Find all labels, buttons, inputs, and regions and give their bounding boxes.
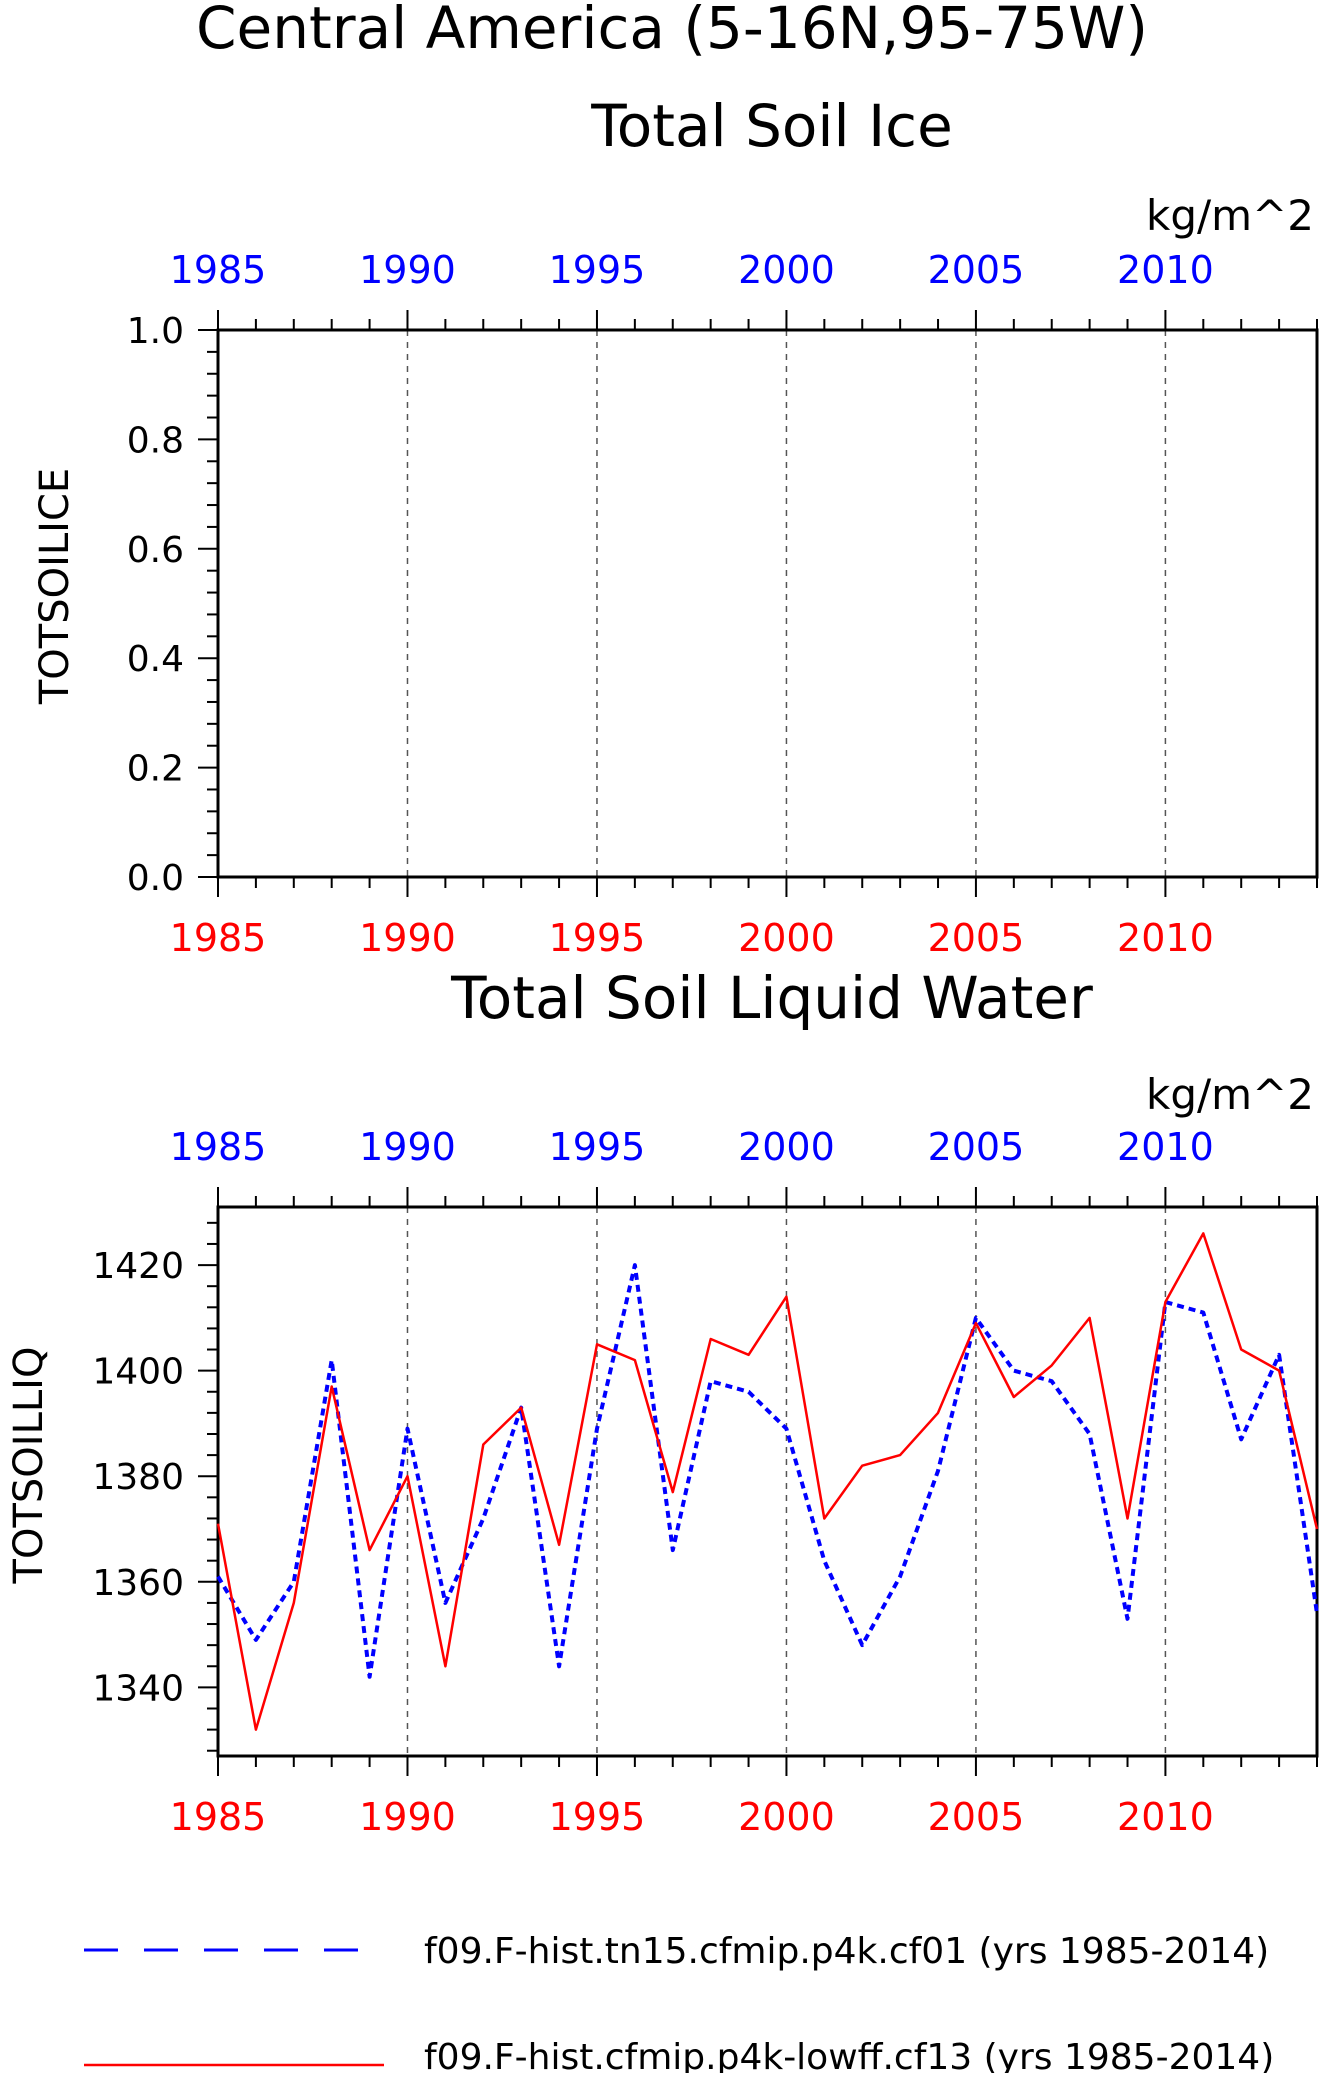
x-tick-label-top: 1990: [359, 1125, 456, 1169]
x-tick-label-top: 2005: [928, 1125, 1025, 1169]
panel-total-soil-ice: Total Soil Ice kg/m^2 TOTSOILICE 0.00.20…: [32, 92, 1319, 960]
panel-total-soil-liquid-water: Total Soil Liquid Water kg/m^2 TOTSOILLI…: [6, 964, 1319, 1839]
legend-label-series-b: f09.F-hist.cfmip.p4k-lowff.cf13 (yrs 198…: [424, 2037, 1274, 2073]
x-tick-label-top: 1985: [170, 248, 267, 292]
y-tick-label: 0.6: [127, 530, 184, 571]
y-tick-label: 0.0: [127, 858, 184, 899]
series-line: [216, 1263, 1319, 1679]
y-tick-labels: 1340 1360 1380 1400 1420: [92, 1246, 184, 1709]
top-x-tick-labels: 1985 1990 1995 2000 2005 2010: [170, 1125, 1214, 1169]
units-label: kg/m^2: [1146, 1070, 1314, 1119]
x-tick-label-bottom: 1985: [170, 916, 267, 960]
x-tick-label-bottom: 2000: [738, 1795, 835, 1839]
panel-title: Total Soil Ice: [590, 92, 953, 160]
x-tick-label-top: 2010: [1117, 248, 1214, 292]
legend: f09.F-hist.tn15.cfmip.p4k.cf01 (yrs 1985…: [84, 1931, 1274, 2073]
x-tick-label-bottom: 2010: [1117, 916, 1214, 960]
figure-title-line1: Central America (5-16N,95-75W): [196, 0, 1148, 62]
panel-title: Total Soil Liquid Water: [450, 964, 1093, 1032]
x-tick-label-top: 1990: [359, 248, 456, 292]
x-tick-label-top: 2005: [928, 248, 1025, 292]
grid-lines: [406, 1207, 1167, 1756]
top-x-tick-labels: 1985 1990 1995 2000 2005 2010: [170, 248, 1214, 292]
series-line: [216, 1232, 1319, 1731]
series-lines: [216, 1232, 1319, 1731]
y-tick-label: 0.2: [127, 749, 184, 790]
x-tick-label-bottom: 2010: [1117, 1795, 1214, 1839]
x-tick-label-bottom: 1990: [359, 916, 456, 960]
y-tick-label: 1340: [92, 1668, 184, 1709]
x-tick-label-top: 1995: [549, 1125, 646, 1169]
x-tick-label-bottom: 1995: [549, 916, 646, 960]
x-tick-label-top: 2000: [738, 248, 835, 292]
x-tick-label-top: 1985: [170, 1125, 267, 1169]
y-tick-label: 1420: [92, 1246, 184, 1287]
axis-ticks: [198, 310, 1318, 897]
x-tick-label-top: 1995: [549, 248, 646, 292]
plot-frame: [216, 328, 1319, 879]
grid-lines: [406, 330, 1167, 877]
x-tick-label-bottom: 2005: [928, 916, 1025, 960]
bottom-x-tick-labels: 1985 1990 1995 2000 2005 2010: [170, 916, 1214, 960]
axis-ticks: [198, 1187, 1318, 1776]
y-tick-label: 0.4: [127, 639, 184, 680]
y-axis-label: TOTSOILICE: [32, 468, 78, 705]
x-tick-label-top: 2000: [738, 1125, 835, 1169]
x-tick-label-bottom: 1985: [170, 1795, 267, 1839]
units-label: kg/m^2: [1146, 191, 1314, 240]
plot-frame: [216, 1205, 1319, 1758]
y-tick-labels: 0.0 0.2 0.4 0.6 0.8 1.0: [127, 311, 184, 899]
x-tick-label-bottom: 1990: [359, 1795, 456, 1839]
y-tick-label: 0.8: [127, 420, 184, 461]
y-tick-label: 1360: [92, 1563, 184, 1604]
bottom-x-tick-labels: 1985 1990 1995 2000 2005 2010: [170, 1795, 1214, 1839]
y-axis-label: TOTSOILLIQ: [6, 1347, 52, 1585]
legend-label-series-a: f09.F-hist.tn15.cfmip.p4k.cf01 (yrs 1985…: [424, 1931, 1269, 1972]
x-tick-label-bottom: 2005: [928, 1795, 1025, 1839]
x-tick-label-bottom: 1995: [549, 1795, 646, 1839]
y-tick-label: 1.0: [127, 311, 184, 352]
x-tick-label-bottom: 2000: [738, 916, 835, 960]
y-tick-label: 1380: [92, 1457, 184, 1498]
x-tick-label-top: 2010: [1117, 1125, 1214, 1169]
y-tick-label: 1400: [92, 1352, 184, 1393]
